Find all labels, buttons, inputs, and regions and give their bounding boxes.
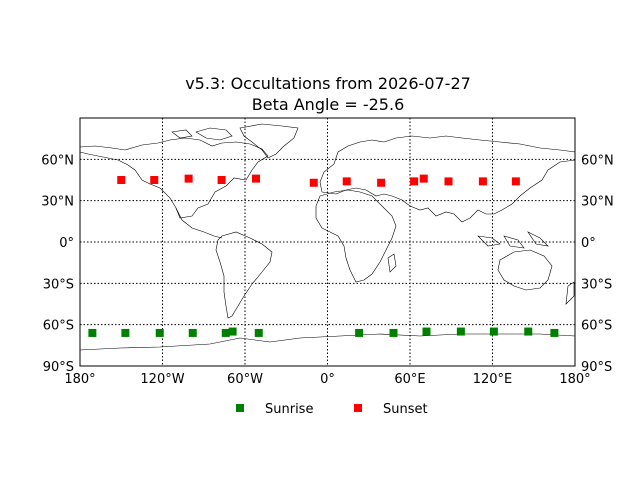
y-tick-label-right: 60°N [581, 153, 614, 168]
x-tick-label: 60°E [394, 372, 425, 387]
coastline-new-zealand [565, 281, 575, 305]
legend-label-sunrise: Sunrise [265, 402, 313, 417]
sunset-point [184, 174, 193, 183]
x-tick-label: 180° [559, 372, 590, 387]
sunrise-point [489, 327, 498, 336]
x-tick-label: 0° [320, 372, 335, 387]
sunrise-point [355, 328, 364, 337]
sunrise-point [389, 328, 398, 337]
sunrise-point [456, 327, 465, 336]
y-tick-label-left: 60°N [41, 153, 74, 168]
sunset-point [252, 174, 260, 183]
sunrise-point [524, 327, 533, 336]
legend-label-sunset: Sunset [383, 402, 428, 417]
legend-marker-sunrise [236, 404, 244, 412]
sunset-point [511, 177, 520, 186]
coastlines [79, 123, 576, 351]
y-tick-label-right: 30°S [581, 277, 612, 292]
sunrise-point [88, 328, 97, 337]
x-tick-label: 180° [64, 372, 95, 387]
y-tick-label-right: 90°S [581, 360, 612, 375]
chart-title: v5.3: Occultations from 2026-07-27 [185, 74, 471, 93]
coastline-australia [497, 249, 553, 291]
sunset-point [150, 176, 159, 184]
map-frame [79, 117, 576, 367]
sunset-point [117, 176, 126, 184]
x-tick-label: 60°W [227, 372, 263, 387]
axis-tick-labels: 180° 120°W 60°W 0° 60°E 120°E 180° 60°N 60°N 30°N… [41, 153, 614, 387]
coastline-se-asia [477, 231, 549, 249]
y-tick-label-right: 30°N [581, 195, 614, 210]
y-tick-label-right: 0° [581, 236, 596, 251]
sunrise-point [221, 328, 230, 337]
x-tick-label: 120°E [473, 372, 513, 387]
legend: Sunrise Sunset [236, 402, 428, 417]
sunset-point [309, 178, 318, 187]
chart-subtitle: Beta Angle = -25.6 [252, 95, 405, 114]
sunrise-point [228, 327, 237, 336]
sunset-point [419, 174, 428, 183]
y-tick-label-left: 30°S [43, 277, 74, 292]
legend-marker-sunset [354, 404, 362, 412]
coastline-central-america [175, 207, 223, 239]
coastline-north-america [79, 137, 269, 219]
y-tick-label-left: 60°S [43, 319, 74, 334]
y-tick-label-left: 90°S [43, 360, 74, 375]
y-tick-label-left: 0° [59, 236, 74, 251]
coastline-greenland [239, 123, 299, 159]
sunrise-point [155, 328, 164, 337]
sunrise-point [422, 327, 431, 336]
sunrise-point [254, 328, 263, 337]
coastline-eurasia [319, 135, 576, 223]
sunset-point [342, 177, 351, 186]
sunrise-point [121, 328, 130, 337]
map-area [79, 117, 576, 367]
sunset-point [217, 176, 226, 184]
x-tick-label: 120°W [140, 372, 184, 387]
y-tick-label-left: 30°N [41, 195, 74, 210]
sunset-point [478, 177, 487, 186]
y-tick-label-right: 60°S [581, 319, 612, 334]
coastline-arctic-islands [171, 127, 233, 141]
graticule [80, 118, 575, 366]
coastline-south-america [215, 231, 273, 319]
sunrise-point [550, 328, 559, 337]
sunrise-point [188, 328, 197, 337]
sunset-point [377, 178, 386, 187]
coastline-madagascar [387, 253, 397, 273]
occultation-points [88, 174, 559, 337]
sunset-point [410, 177, 419, 186]
sunset-point [444, 177, 453, 186]
